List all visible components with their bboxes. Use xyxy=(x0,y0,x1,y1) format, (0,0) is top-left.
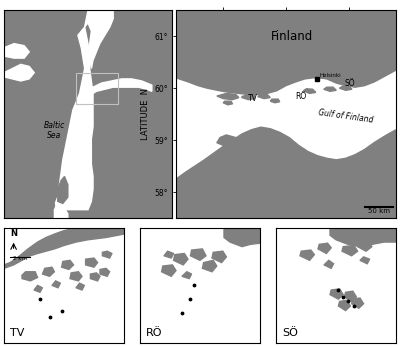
Polygon shape xyxy=(338,300,350,311)
Polygon shape xyxy=(217,93,239,100)
Polygon shape xyxy=(4,64,34,81)
Polygon shape xyxy=(270,99,280,103)
Polygon shape xyxy=(344,291,356,301)
Polygon shape xyxy=(176,10,396,94)
Polygon shape xyxy=(76,283,84,290)
Polygon shape xyxy=(34,285,42,292)
Polygon shape xyxy=(242,94,254,100)
Polygon shape xyxy=(212,251,226,263)
Polygon shape xyxy=(358,242,372,251)
Polygon shape xyxy=(303,89,316,93)
Polygon shape xyxy=(258,94,270,99)
Text: N: N xyxy=(10,229,17,238)
Text: TV: TV xyxy=(248,94,258,103)
Polygon shape xyxy=(182,272,192,279)
Text: Finland: Finland xyxy=(271,30,314,43)
Bar xyxy=(76,73,118,104)
Polygon shape xyxy=(270,145,286,153)
Polygon shape xyxy=(190,249,206,260)
Polygon shape xyxy=(100,268,110,276)
Polygon shape xyxy=(85,10,113,69)
Polygon shape xyxy=(340,86,352,90)
Polygon shape xyxy=(300,250,314,260)
Text: SÖ: SÖ xyxy=(282,328,298,338)
Polygon shape xyxy=(223,149,261,164)
Text: 50 km: 50 km xyxy=(368,208,390,214)
Text: SÖ: SÖ xyxy=(344,79,355,88)
Polygon shape xyxy=(330,228,396,247)
Polygon shape xyxy=(330,289,343,299)
Polygon shape xyxy=(52,281,60,288)
Circle shape xyxy=(48,201,54,210)
Polygon shape xyxy=(102,251,112,258)
Polygon shape xyxy=(318,243,331,254)
Text: Helsinki: Helsinki xyxy=(319,73,341,78)
Polygon shape xyxy=(90,273,100,281)
Polygon shape xyxy=(342,246,358,256)
Polygon shape xyxy=(42,267,54,276)
Polygon shape xyxy=(86,258,98,267)
Polygon shape xyxy=(22,272,38,281)
Polygon shape xyxy=(352,298,364,308)
Circle shape xyxy=(45,194,50,200)
Text: Baltic
Sea: Baltic Sea xyxy=(44,121,65,140)
Text: RÖ: RÖ xyxy=(296,92,307,101)
Polygon shape xyxy=(176,127,396,218)
Polygon shape xyxy=(324,260,334,268)
Polygon shape xyxy=(54,27,93,210)
Text: 2 km: 2 km xyxy=(13,256,27,261)
Polygon shape xyxy=(58,176,68,203)
Y-axis label: LATITUDE  N: LATITUDE N xyxy=(141,88,150,140)
Polygon shape xyxy=(54,197,68,218)
Polygon shape xyxy=(360,257,370,264)
Polygon shape xyxy=(292,158,308,166)
Polygon shape xyxy=(324,87,336,91)
Polygon shape xyxy=(70,272,82,281)
Polygon shape xyxy=(162,265,176,276)
Polygon shape xyxy=(164,251,174,258)
Polygon shape xyxy=(217,135,239,148)
Text: Gulf of Finland: Gulf of Finland xyxy=(318,108,374,125)
Text: RÖ: RÖ xyxy=(146,328,162,338)
Polygon shape xyxy=(4,228,124,268)
Polygon shape xyxy=(202,260,217,272)
Polygon shape xyxy=(223,101,232,105)
Polygon shape xyxy=(4,44,29,58)
Polygon shape xyxy=(93,79,152,93)
Polygon shape xyxy=(174,254,188,265)
Polygon shape xyxy=(62,260,74,270)
Polygon shape xyxy=(224,228,260,247)
Text: TV: TV xyxy=(10,328,24,338)
